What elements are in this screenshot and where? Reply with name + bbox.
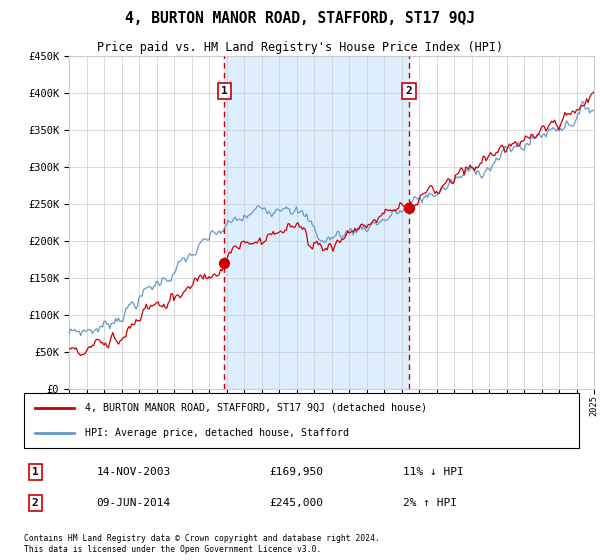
Bar	[224, 56, 409, 389]
Text: 14-NOV-2003: 14-NOV-2003	[97, 467, 171, 477]
FancyBboxPatch shape	[24, 393, 579, 448]
Text: £245,000: £245,000	[269, 498, 323, 508]
Text: Contains HM Land Registry data © Crown copyright and database right 2024.
This d: Contains HM Land Registry data © Crown c…	[24, 534, 380, 554]
Text: 2: 2	[32, 498, 38, 508]
Text: 2% ↑ HPI: 2% ↑ HPI	[403, 498, 457, 508]
Text: 1: 1	[221, 86, 227, 96]
Text: 4, BURTON MANOR ROAD, STAFFORD, ST17 9QJ (detached house): 4, BURTON MANOR ROAD, STAFFORD, ST17 9QJ…	[85, 403, 427, 413]
Text: Price paid vs. HM Land Registry's House Price Index (HPI): Price paid vs. HM Land Registry's House …	[97, 41, 503, 54]
Point	[220, 259, 229, 268]
Text: 11% ↓ HPI: 11% ↓ HPI	[403, 467, 464, 477]
Text: £169,950: £169,950	[269, 467, 323, 477]
Text: HPI: Average price, detached house, Stafford: HPI: Average price, detached house, Staf…	[85, 428, 349, 438]
Text: 1: 1	[32, 467, 38, 477]
Text: 4, BURTON MANOR ROAD, STAFFORD, ST17 9QJ: 4, BURTON MANOR ROAD, STAFFORD, ST17 9QJ	[125, 11, 475, 26]
Text: 09-JUN-2014: 09-JUN-2014	[97, 498, 171, 508]
Text: 2: 2	[406, 86, 413, 96]
Point	[404, 203, 414, 212]
